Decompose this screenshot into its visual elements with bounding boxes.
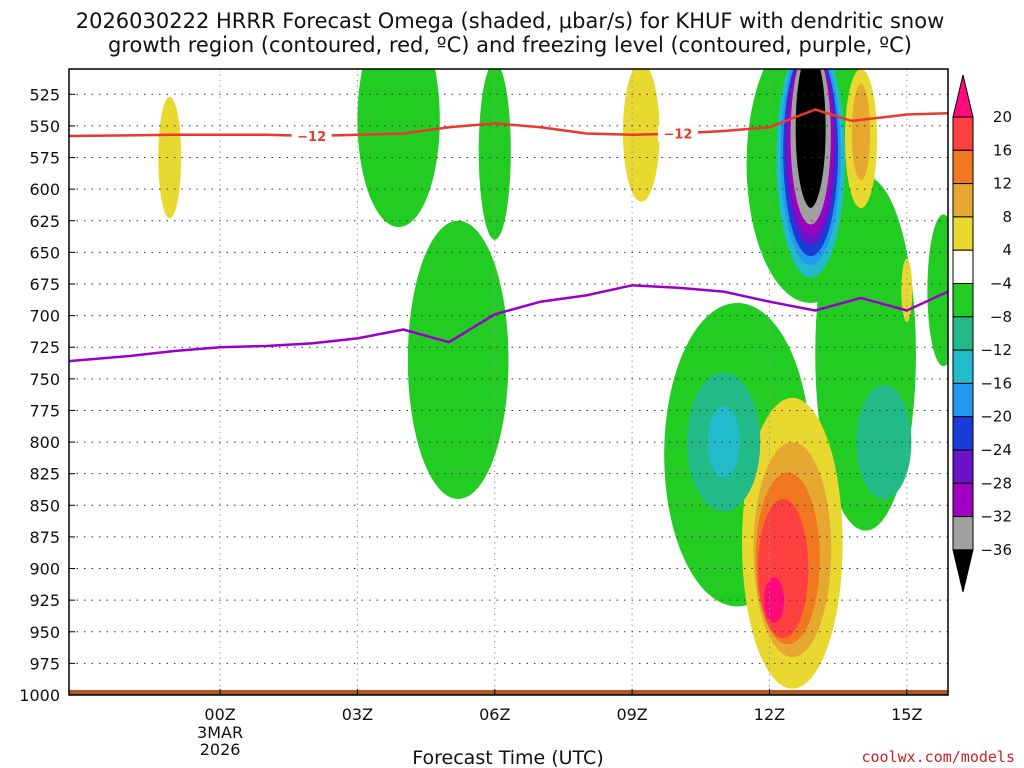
omega-shading-layer	[158, 69, 948, 689]
y-tick-label-700: 700	[29, 307, 60, 326]
x-tick-label-15: 15Z	[891, 705, 922, 724]
y-tick-label-800: 800	[29, 433, 60, 452]
y-tick-label-675: 675	[29, 275, 60, 294]
colorbar-label-6: −8	[990, 308, 1012, 326]
y-tick-label-625: 625	[29, 212, 60, 231]
y-tick-label-650: 650	[29, 243, 60, 262]
colorbar-label-13: −36	[980, 541, 1012, 559]
x-tick-sublabel-1: 2026	[200, 740, 241, 759]
colorbar-label-1: 16	[993, 141, 1012, 159]
colorbar-box-11	[952, 449, 974, 484]
freezing-level-contour	[69, 284, 948, 363]
colorbar-label-10: −24	[980, 441, 1012, 459]
y-tick-label-850: 850	[29, 496, 60, 515]
contour-label-0: −12	[297, 130, 326, 145]
colorbar-label-2: 12	[993, 175, 1012, 193]
contour-label-1: −12	[663, 127, 692, 142]
colorbar-label-11: −28	[980, 474, 1012, 492]
y-tick-label-950: 950	[29, 623, 60, 642]
colorbar-box-8	[952, 349, 974, 384]
colorbar-label-8: −16	[980, 374, 1012, 392]
colorbar-box-5	[952, 249, 974, 284]
colorbar-arrow-top	[952, 74, 974, 118]
contour-label-bg-0	[291, 128, 332, 145]
omega-region-1	[357, 69, 440, 228]
y-tick-label-975: 975	[29, 654, 60, 673]
omega-region-4	[622, 69, 660, 202]
y-tick-label-875: 875	[29, 528, 60, 547]
contour-label-bg-1	[657, 125, 698, 142]
colorbar-arrow-bottom	[952, 549, 974, 593]
colorbar-label-12: −32	[980, 508, 1012, 526]
plot-frame	[68, 68, 949, 696]
x-tick-label-6: 06Z	[479, 705, 510, 724]
colorbar-box-9	[952, 382, 974, 418]
colorbar-label-3: 8	[1002, 208, 1012, 226]
y-tick-label-825: 825	[29, 465, 60, 484]
colorbar-label-9: −20	[980, 408, 1012, 426]
chart-title-line-2: growth region (contoured, red, ºC) and f…	[108, 33, 912, 57]
y-tick-label-725: 725	[29, 338, 60, 357]
colorbar-box-7	[952, 316, 974, 351]
y-tick-label-750: 750	[29, 370, 60, 389]
colorbar-box-1	[952, 116, 974, 151]
y-tick-label-575: 575	[29, 149, 60, 168]
colorbar: 20 16 12 8 4 −4 −8 −12 −16 −20 −24 −28 −32 −36	[952, 74, 1012, 593]
colorbar-box-4	[952, 216, 974, 251]
omega-region-3	[407, 220, 509, 499]
y-tick-label-900: 900	[29, 560, 60, 579]
x-tick-label-3: 03Z	[342, 705, 373, 724]
colorbar-label-4: 4	[1002, 241, 1012, 259]
y-tick-label-550: 550	[29, 117, 60, 136]
x-tick-label-9: 09Z	[616, 705, 647, 724]
colorbar-label-5: −4	[990, 275, 1012, 293]
colorbar-label-0: 20	[993, 108, 1012, 126]
omega-region-0	[158, 96, 182, 219]
omega-region-17	[707, 406, 740, 478]
x-tick-sublabel-0: 3MAR	[197, 723, 243, 742]
y-tick-label-600: 600	[29, 180, 60, 199]
y-tick-label-1000: 1000	[19, 686, 60, 705]
credit-text: coolwx.com/models	[861, 748, 1015, 766]
ground-band	[69, 689, 948, 695]
x-axis-title: Forecast Time (UTC)	[412, 747, 603, 768]
omega-region-26	[792, 69, 829, 211]
x-tick-label-0: 00Z	[204, 705, 235, 724]
ground-layer	[69, 689, 948, 695]
omega-region-2	[478, 69, 511, 240]
colorbar-box-13	[952, 516, 974, 551]
y-tick-label-925: 925	[29, 591, 60, 610]
colorbar-box-10	[952, 416, 974, 451]
y-tick-label-775: 775	[29, 401, 60, 420]
y-tick-label-525: 525	[29, 85, 60, 104]
omega-region-15	[851, 84, 871, 181]
omega-region-14	[856, 385, 912, 499]
contour-layer: −12 −12	[69, 108, 948, 363]
colorbar-box-6	[952, 283, 974, 318]
colorbar-box-3	[952, 183, 974, 218]
colorbar-box-12	[952, 482, 974, 518]
y-axis: 525 550 575 600 625 650 675 700 725 750 775 800 825 8…	[19, 85, 75, 705]
colorbar-label-7: −12	[980, 341, 1012, 359]
x-tick-label-12: 12Z	[754, 705, 785, 724]
chart-title-line-1: 2026030222 HRRR Forecast Omega (shaded, …	[76, 9, 945, 33]
omega-region-19	[758, 498, 809, 639]
colorbar-box-2	[952, 149, 974, 185]
